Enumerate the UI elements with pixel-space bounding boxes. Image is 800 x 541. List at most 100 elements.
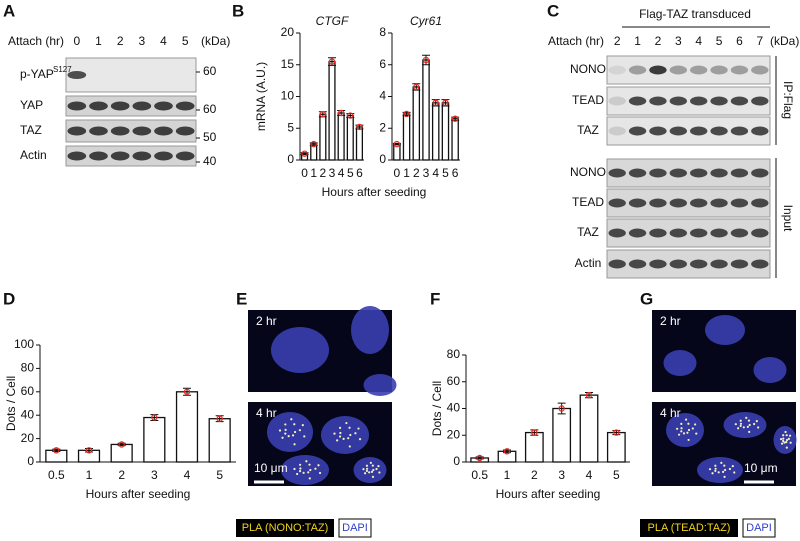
point	[393, 140, 401, 148]
panel-letter: E	[236, 289, 247, 308]
point	[356, 123, 363, 131]
point	[476, 454, 483, 462]
band	[67, 126, 87, 136]
pla-dot	[298, 429, 301, 432]
row-label: NONO	[570, 62, 606, 76]
x-tick-label: 2	[531, 468, 538, 482]
bar	[451, 118, 459, 161]
pla-dot	[739, 419, 742, 422]
pla-dot	[695, 432, 698, 435]
x-tick-label: 3	[423, 166, 430, 180]
pla-dot	[354, 432, 357, 435]
point	[183, 388, 191, 395]
bar	[441, 102, 450, 161]
band	[154, 101, 173, 111]
pla-dot	[302, 471, 305, 474]
pla-dot	[291, 434, 295, 437]
x-tick-label: 2	[320, 166, 327, 180]
band	[628, 228, 647, 238]
point	[118, 441, 125, 448]
time-label: 2 hr	[660, 314, 681, 328]
band	[730, 126, 749, 136]
point	[310, 140, 317, 148]
band	[690, 65, 708, 75]
pla-dot	[365, 469, 369, 473]
band	[154, 126, 173, 136]
pla-dot	[370, 470, 374, 474]
pla-dot	[717, 471, 720, 474]
band	[67, 71, 87, 79]
band	[751, 168, 769, 178]
point	[301, 150, 308, 157]
band	[175, 151, 195, 161]
pla-dot	[733, 471, 736, 474]
band	[110, 126, 130, 136]
pla-dot	[372, 468, 375, 472]
x-axis-label: Hours after seeding	[322, 185, 427, 199]
lane-label: 2	[655, 34, 662, 48]
lane-label: 3	[675, 34, 682, 48]
y-tick-label: 6	[379, 57, 386, 71]
band	[628, 126, 647, 136]
pla-dot	[308, 477, 311, 480]
bar	[524, 431, 544, 463]
legend-pla: PLA (TEAD:TAZ)	[648, 522, 731, 534]
band	[649, 198, 667, 208]
pla-dot	[785, 441, 788, 444]
x-tick-label: 1	[504, 468, 511, 482]
x-tick-label: 1	[310, 166, 317, 180]
pla-dot	[305, 460, 308, 463]
bar	[422, 59, 430, 161]
point	[347, 112, 354, 119]
band	[669, 168, 687, 178]
band	[649, 65, 667, 75]
point	[451, 115, 459, 122]
pla-dot	[739, 424, 742, 428]
y-tick-label: 0	[453, 454, 460, 468]
pla-dot	[687, 428, 691, 432]
y-tick-label: 60	[447, 374, 461, 388]
y-tick-label: 60	[21, 384, 35, 398]
bar	[175, 391, 199, 463]
band	[751, 228, 769, 238]
y-tick-label: 40	[447, 401, 461, 415]
y-tick-label: 40	[21, 407, 35, 421]
bar	[208, 418, 231, 463]
band	[669, 96, 687, 106]
y-tick-label: 4	[379, 89, 386, 103]
y-tick-label: 20	[281, 25, 295, 39]
band	[669, 198, 687, 208]
band	[751, 126, 769, 136]
bar	[431, 102, 440, 161]
y-tick-label: 10	[281, 89, 295, 103]
panel-letter: B	[232, 1, 244, 20]
pla-dot	[737, 427, 740, 430]
bar	[319, 113, 327, 161]
x-tick-label: 0.5	[471, 468, 488, 482]
pla-dot	[293, 467, 296, 471]
pla-dot	[342, 437, 345, 440]
row-label: TEAD	[572, 93, 604, 107]
band	[132, 101, 152, 111]
x-axis-label: Hours after seeding	[496, 487, 601, 501]
band	[154, 151, 173, 161]
band	[730, 198, 749, 208]
y-tick-label: 0	[287, 152, 294, 166]
x-tick-label: 3	[151, 468, 158, 482]
y-tick-label: 2	[379, 120, 386, 134]
row-label: YAP	[20, 98, 43, 112]
pla-dot	[686, 431, 689, 434]
lane-label: 2	[117, 34, 124, 48]
x-tick-label: 4	[184, 468, 191, 482]
pla-dot	[723, 468, 727, 472]
y-axis-label: mRNA (A.U.)	[254, 62, 268, 131]
bar	[402, 113, 411, 161]
band	[608, 96, 626, 106]
pla-dot	[284, 432, 287, 435]
row-label: TEAD	[572, 195, 604, 209]
nucleus	[697, 457, 743, 483]
nucleus	[281, 455, 329, 485]
pla-dot	[284, 423, 287, 426]
band	[669, 126, 687, 136]
bar	[143, 416, 166, 463]
